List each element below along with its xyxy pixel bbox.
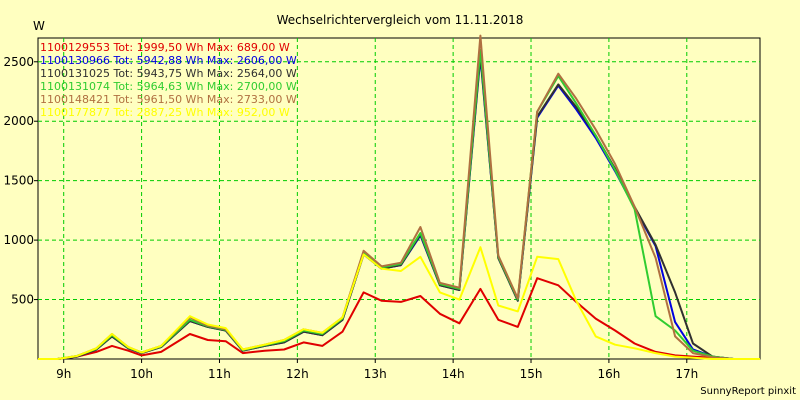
- x-tick-label: 9h: [56, 367, 71, 381]
- series-line-1100129553: [38, 277, 760, 360]
- y-tick-label: 500: [11, 293, 34, 307]
- series-lines: [38, 34, 760, 360]
- legend-entry-1100130966: 1100130966 Tot: 5942,88 Wh Max: 2606,00 …: [40, 54, 297, 67]
- x-tick-label: 17h: [675, 367, 698, 381]
- grid: [38, 38, 760, 359]
- legend: 1100129553 Tot: 1999,50 Wh Max: 689,00 W…: [40, 41, 297, 119]
- y-axis-label: W: [33, 19, 45, 33]
- legend-entry-1100148421: 1100148421 Tot: 5961,50 Wh Max: 2733,00 …: [40, 93, 297, 106]
- legend-entry-1100129553: 1100129553 Tot: 1999,50 Wh Max: 689,00 W: [40, 41, 290, 54]
- y-tick-label: 2500: [3, 55, 34, 69]
- x-tick-label: 15h: [520, 367, 543, 381]
- credit-text: SunnyReport pinxit: [700, 386, 796, 397]
- plot-area: [37, 37, 761, 360]
- y-tick-label: 2000: [3, 114, 34, 128]
- legend-entry-1100131074: 1100131074 Tot: 5964,63 Wh Max: 2700,00 …: [40, 80, 297, 93]
- x-axis-ticks: 9h 10h 11h 12h 13h 14h 15h 16h 17h: [56, 359, 698, 381]
- legend-entry-1100131025: 1100131025 Tot: 5943,75 Wh Max: 2564,00 …: [40, 67, 297, 80]
- x-tick-label: 13h: [364, 367, 387, 381]
- x-tick-label: 14h: [442, 367, 465, 381]
- x-tick-label: 11h: [208, 367, 231, 381]
- y-axis-ticks: 500 1000 1500 2000 2500: [3, 55, 38, 307]
- x-tick-label: 10h: [130, 367, 153, 381]
- x-tick-label: 12h: [286, 367, 309, 381]
- legend-entry-1100177877: 1100177877 Tot: 2887,25 Wh Max: 952,00 W: [40, 106, 290, 119]
- series-line-1100177877: [38, 246, 760, 360]
- x-tick-label: 16h: [597, 367, 620, 381]
- y-tick-label: 1000: [3, 233, 34, 247]
- y-tick-label: 1500: [3, 174, 34, 188]
- chart-title: Wechselrichtervergleich vom 11.11.2018: [277, 13, 524, 27]
